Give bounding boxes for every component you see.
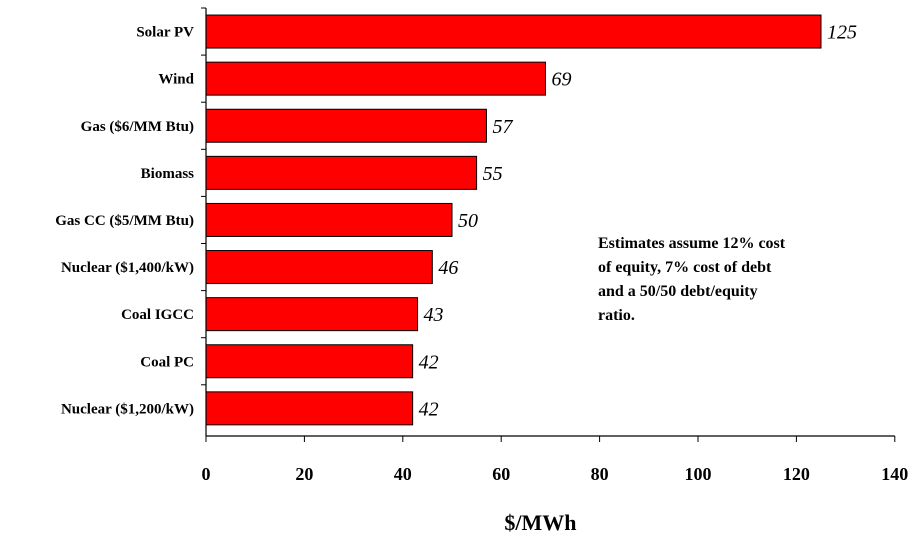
category-label-1: Wind: [158, 72, 194, 88]
bar-7: [205, 344, 414, 379]
bar-0: [205, 14, 822, 49]
note-line-4: ratio.: [598, 307, 635, 324]
value-label-3: 55: [483, 163, 503, 185]
note-line-1: Estimates assume 12% cost: [598, 235, 786, 252]
category-label-0: Solar PV: [136, 25, 194, 41]
bar-2: [205, 108, 487, 143]
category-label-4: Gas CC ($5/MM Btu): [55, 213, 194, 229]
value-label-7: 42: [419, 351, 439, 373]
x-tick-label-6: 120: [783, 464, 810, 484]
x-tick-label-0: 0: [202, 464, 211, 484]
x-tick-label-7: 140: [881, 464, 908, 484]
bar-4: [205, 202, 453, 237]
bar-5: [205, 250, 433, 285]
category-label-8: Nuclear ($1,200/kW): [61, 401, 194, 417]
value-label-1: 69: [551, 69, 571, 91]
category-label-2: Gas ($6/MM Btu): [81, 119, 194, 135]
bar-3: [205, 155, 478, 190]
assumptions-note: Estimates assume 12% cost of equity, 7% …: [598, 232, 868, 328]
x-tick-label-2: 40: [394, 464, 412, 484]
x-axis-ticks: 0 20 40 60 80 100 120 140: [202, 436, 908, 484]
note-line-3: and a 50/50 debt/equity: [598, 283, 758, 300]
bar-8: [205, 391, 414, 426]
x-tick-label-5: 100: [685, 464, 712, 484]
value-label-5: 46: [438, 257, 458, 279]
x-tick-label-3: 60: [492, 464, 510, 484]
x-tick-label-1: 20: [295, 464, 313, 484]
category-label-6: Coal IGCC: [121, 307, 194, 323]
note-line-2: of equity, 7% cost of debt: [598, 259, 772, 276]
x-axis-title: $/MWh: [504, 510, 576, 535]
bar-1: [205, 61, 546, 96]
category-labels: Solar PV Wind Gas ($6/MM Btu) Biomass Gas CC…: [55, 25, 194, 418]
value-label-0: 125: [827, 22, 857, 44]
category-label-5: Nuclear ($1,400/kW): [61, 260, 194, 276]
value-label-4: 50: [458, 210, 478, 232]
category-label-7: Coal PC: [140, 354, 194, 370]
value-labels: 125 69 57 55 50 46 43 42 42: [419, 22, 857, 421]
value-label-8: 42: [419, 398, 439, 420]
category-label-3: Biomass: [141, 166, 195, 182]
x-tick-label-4: 80: [591, 464, 609, 484]
value-label-6: 43: [424, 304, 444, 326]
value-label-2: 57: [492, 116, 513, 138]
bars-group: [201, 7, 822, 426]
bar-6: [205, 297, 419, 332]
